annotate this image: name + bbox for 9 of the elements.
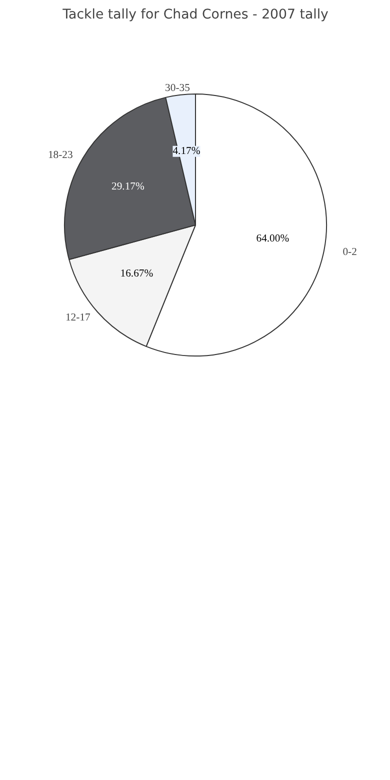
slice-label: 30-35 bbox=[165, 83, 190, 94]
slice-label: 12-17 bbox=[65, 312, 92, 324]
data-label: 64.00% bbox=[256, 234, 290, 245]
slice-label: 18-23 bbox=[48, 150, 73, 161]
data-label: 16.67% bbox=[120, 268, 154, 280]
data-label: 4.17% bbox=[172, 146, 200, 157]
chart-title: Tackle tally for Chad Cornes - 2007 tally bbox=[62, 8, 329, 22]
slice-label: 0-2 bbox=[342, 247, 357, 258]
data-label: 29.17% bbox=[112, 182, 145, 193]
